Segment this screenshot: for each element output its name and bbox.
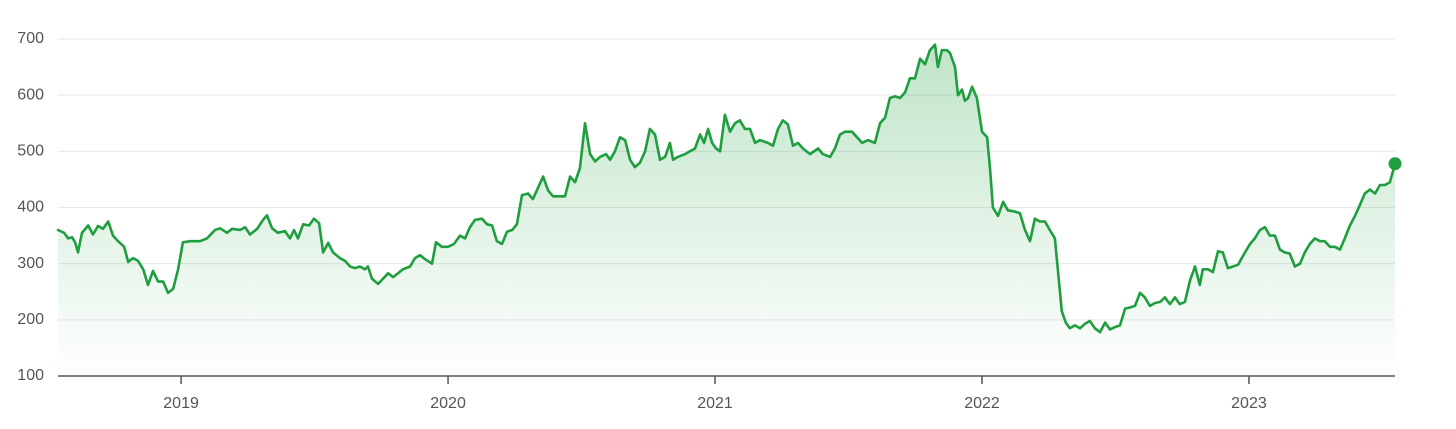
area: [58, 44, 1395, 376]
end-point: [1388, 157, 1402, 171]
y-tick-label: 600: [17, 86, 44, 103]
y-tick-label: 500: [17, 143, 44, 160]
y-tick-label: 100: [17, 367, 44, 384]
x-tick-label: 2019: [163, 395, 199, 412]
x-tick-label: 2021: [697, 395, 733, 412]
x-tick-label: 2020: [430, 395, 466, 412]
x-tick-label: 2023: [1231, 395, 1267, 412]
x-tick-label: 2022: [964, 395, 1000, 412]
y-tick-label: 200: [17, 311, 44, 328]
y-tick-label: 400: [17, 199, 44, 216]
y-tick-label: 700: [17, 30, 44, 47]
y-tick-label: 300: [17, 255, 44, 272]
price-line: [56, 43, 1397, 334]
